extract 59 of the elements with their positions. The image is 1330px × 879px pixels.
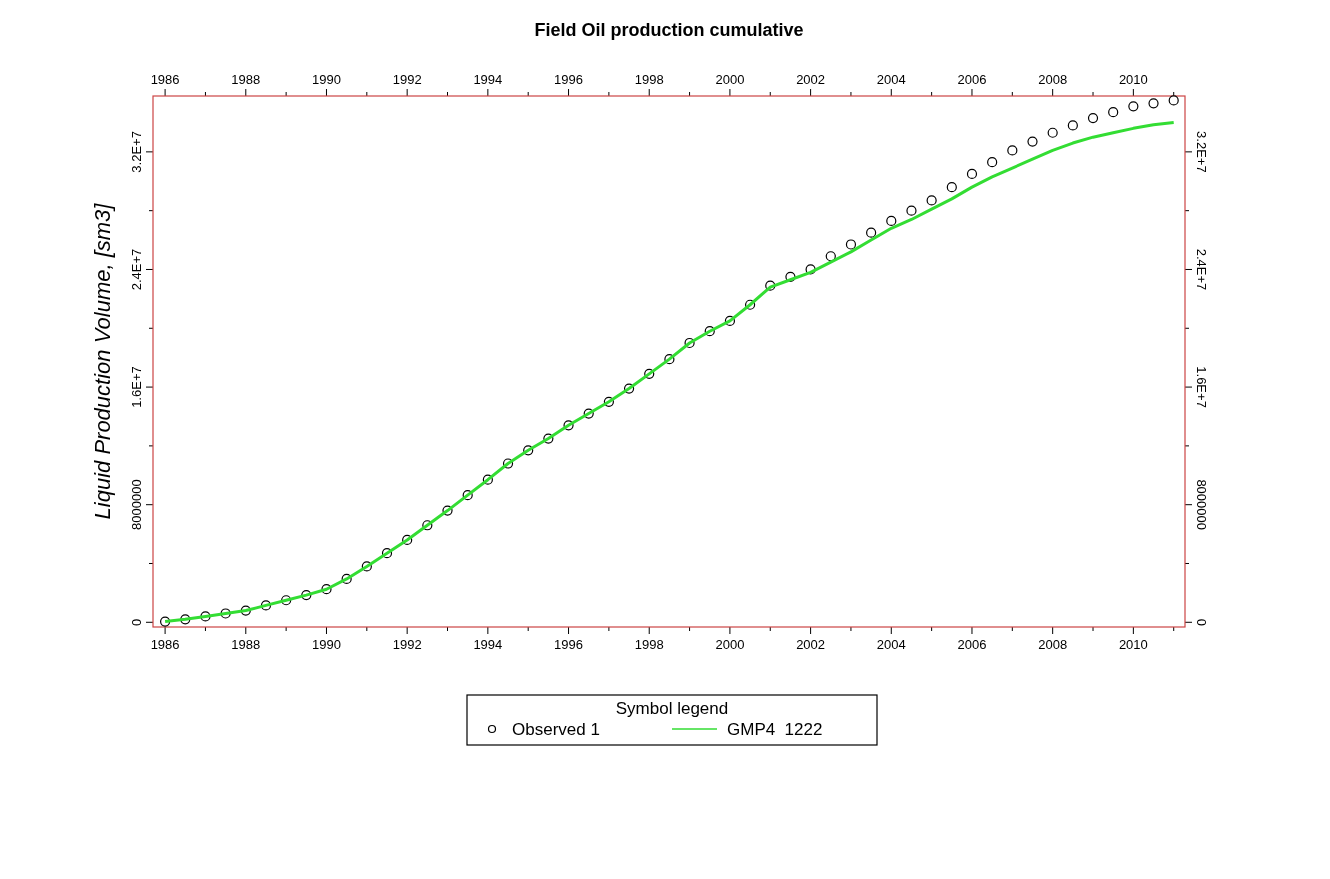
legend-title: Symbol legend xyxy=(615,699,729,718)
y-axis-title: Liquid Production Volume, [sm3] xyxy=(90,202,115,520)
y-tick-label: 8000000 xyxy=(129,479,144,530)
point xyxy=(1067,120,1078,131)
point xyxy=(1168,95,1179,106)
x2-tick-label: 2000 xyxy=(715,637,745,652)
y-tick-label: 1.6E+7 xyxy=(129,366,144,408)
x-tick-label: 2002 xyxy=(796,72,826,87)
x2-tick-label: 2010 xyxy=(1118,637,1148,652)
point xyxy=(1047,127,1058,138)
x-tick-label: 2008 xyxy=(1038,72,1068,87)
x2-tick-label: 2008 xyxy=(1038,637,1068,652)
point xyxy=(926,195,937,206)
point xyxy=(1027,136,1038,147)
x-tick-label: 1998 xyxy=(634,72,664,87)
x2-tick-label: 1994 xyxy=(473,637,503,652)
point xyxy=(845,239,857,250)
y2-tick-label: 2.4E+7 xyxy=(1194,248,1209,291)
y2-tick-label: 8000000 xyxy=(1194,479,1209,530)
x2-tick-label: 1998 xyxy=(634,637,664,652)
point xyxy=(1007,145,1018,156)
x-tick-label: 2006 xyxy=(957,72,987,87)
point xyxy=(1128,101,1139,112)
x2-tick-label: 1992 xyxy=(392,637,422,652)
point xyxy=(886,215,897,227)
x2-tick-label: 2002 xyxy=(796,637,826,652)
y-tick-label: 3.2E+7 xyxy=(129,131,144,173)
point xyxy=(1087,112,1099,124)
x-tick-label: 1990 xyxy=(312,72,341,87)
legend-label: GMP4 1222 xyxy=(727,720,823,739)
point xyxy=(825,251,836,262)
point xyxy=(966,168,978,180)
chart-title: Field Oil production cumulative xyxy=(534,20,804,40)
x2-tick-label: 2006 xyxy=(957,637,987,652)
x2-tick-label: 1990 xyxy=(312,637,341,652)
x-tick-label: 1988 xyxy=(231,72,261,87)
legend-label: Observed 1 xyxy=(512,720,600,739)
x-tick-label: 1992 xyxy=(392,72,422,87)
x-tick-label: 2004 xyxy=(876,72,906,87)
x2-tick-label: 1988 xyxy=(231,637,261,652)
point xyxy=(1148,98,1159,109)
point xyxy=(987,157,998,168)
x-tick-label: 2000 xyxy=(715,72,745,87)
x2-tick-label: 2004 xyxy=(876,637,906,652)
x2-tick-label: 1986 xyxy=(150,637,180,652)
x-tick-label: 2010 xyxy=(1118,72,1148,87)
point xyxy=(946,182,957,193)
x-tick-label: 1994 xyxy=(473,72,503,87)
x-tick-label: 1986 xyxy=(150,72,180,87)
y2-tick-label: 3.2E+7 xyxy=(1194,131,1209,173)
x2-tick-label: 1996 xyxy=(554,637,583,652)
point xyxy=(866,227,877,238)
point xyxy=(1108,107,1119,118)
x-tick-label: 1996 xyxy=(554,72,583,87)
y2-tick-label: 0 xyxy=(1194,618,1209,626)
y-tick-label: 0 xyxy=(129,618,144,626)
point xyxy=(906,205,917,216)
y-tick-label: 2.4E+7 xyxy=(129,248,144,291)
y2-tick-label: 1.6E+7 xyxy=(1194,366,1209,408)
